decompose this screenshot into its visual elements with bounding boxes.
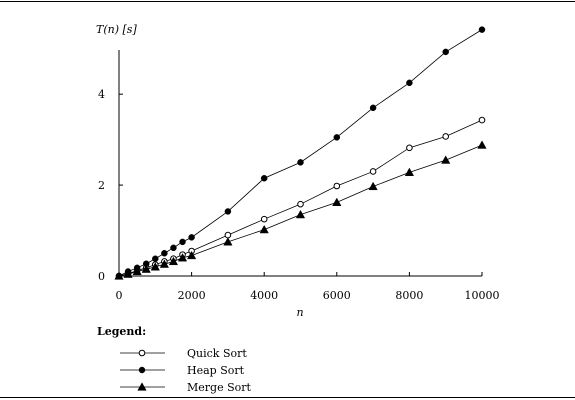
merge-sort-point bbox=[404, 167, 415, 176]
bottom-rule bbox=[0, 397, 575, 398]
merge-sort-point bbox=[168, 256, 179, 266]
y-tick-label: 0 bbox=[98, 270, 105, 283]
quick-sort-point bbox=[406, 144, 413, 152]
legend-label: Quick Sort bbox=[187, 347, 247, 360]
axes: 0 2000 4000 6000 8000 10000 0 2 4 bbox=[98, 50, 500, 302]
heap-sort-point bbox=[478, 26, 486, 33]
legend-item-quick-sort: Quick Sort bbox=[120, 347, 247, 360]
quick-sort-series bbox=[115, 116, 486, 280]
merge-sort-point bbox=[177, 253, 188, 262]
legend-marker bbox=[138, 349, 146, 357]
merge-sort-point bbox=[441, 155, 451, 164]
heap-sort-point bbox=[224, 208, 232, 215]
x-tick-label: 0 bbox=[116, 289, 123, 302]
heap-sort-point bbox=[369, 104, 377, 112]
y-axis-label: T(n) [s] bbox=[96, 23, 137, 36]
merge-sort-point bbox=[150, 262, 160, 271]
quick-sort-point bbox=[369, 168, 377, 175]
legend-marker bbox=[137, 382, 147, 391]
x-tick-label: 2000 bbox=[178, 289, 206, 302]
quick-sort-point bbox=[333, 182, 341, 190]
heap-sort-point bbox=[297, 159, 304, 166]
quick-sort-point bbox=[442, 133, 450, 140]
legend-item-heap-sort: Heap Sort bbox=[120, 364, 245, 377]
merge-sort-point bbox=[223, 237, 233, 246]
quick-sort-point bbox=[297, 200, 304, 208]
merge-sort-point bbox=[132, 266, 142, 276]
merge-sort-point bbox=[332, 197, 342, 206]
legend-label: Heap Sort bbox=[187, 364, 245, 377]
quick-sort-point bbox=[260, 215, 268, 223]
merge-sort-point bbox=[141, 264, 151, 273]
legend-marker bbox=[138, 366, 146, 374]
heap-sort-point bbox=[170, 244, 177, 252]
merge-sort-point bbox=[114, 271, 124, 280]
merge-sort-series bbox=[114, 140, 487, 280]
quick-sort-point bbox=[224, 231, 232, 239]
x-tick-label: 6000 bbox=[323, 289, 351, 302]
heap-sort-point bbox=[260, 175, 268, 182]
heap-sort-point bbox=[406, 79, 413, 87]
heap-sort-point bbox=[161, 250, 168, 257]
merge-sort-point bbox=[368, 181, 378, 191]
y-tick-label: 4 bbox=[98, 88, 105, 101]
heap-sort-line bbox=[118, 29, 483, 277]
x-tick-label: 10000 bbox=[465, 289, 500, 302]
quick-sort-point bbox=[478, 116, 486, 124]
x-tick-label: 8000 bbox=[395, 289, 423, 302]
merge-sort-point bbox=[159, 259, 169, 268]
heap-sort-point bbox=[442, 48, 449, 56]
legend-title: Legend: bbox=[97, 325, 146, 338]
heap-sort-point bbox=[152, 255, 159, 262]
heap-sort-point bbox=[188, 234, 195, 241]
x-tick-label: 4000 bbox=[250, 289, 278, 302]
merge-sort-point bbox=[295, 209, 306, 219]
heap-sort-point bbox=[333, 134, 341, 141]
merge-sort-point bbox=[186, 250, 197, 260]
legend: Quick Sort Heap Sort Merge Sort bbox=[120, 347, 251, 394]
x-axis-label: n bbox=[296, 306, 303, 319]
merge-sort-point bbox=[123, 269, 133, 278]
legend-label: Merge Sort bbox=[187, 381, 251, 394]
y-tick-label: 2 bbox=[98, 179, 105, 192]
heap-sort-series bbox=[115, 26, 486, 280]
heap-sort-point bbox=[179, 238, 186, 246]
merge-sort-point bbox=[477, 140, 487, 149]
merge-sort-point bbox=[259, 224, 269, 234]
legend-item-merge-sort: Merge Sort bbox=[120, 381, 251, 394]
series-layer bbox=[114, 26, 487, 280]
quick-sort-line bbox=[118, 119, 483, 277]
top-rule bbox=[0, 1, 575, 2]
